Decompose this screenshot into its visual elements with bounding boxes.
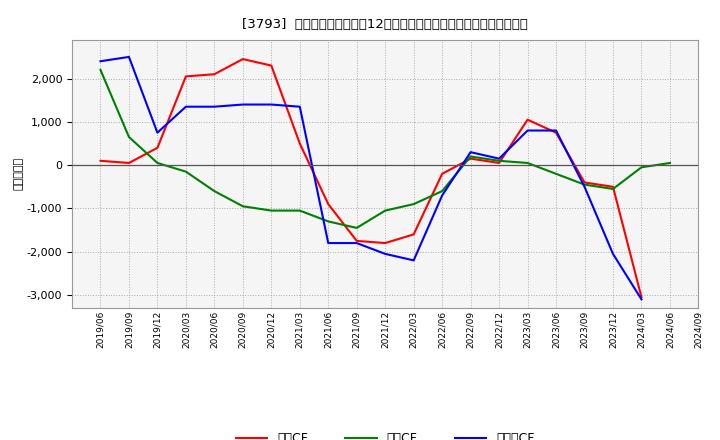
投資CF <box>267 208 276 213</box>
フリーCF <box>381 251 390 257</box>
営業CF <box>523 117 532 122</box>
Line: 投資CF: 投資CF <box>101 70 670 228</box>
フリーCF <box>410 258 418 263</box>
フリーCF <box>352 240 361 246</box>
フリーCF <box>523 128 532 133</box>
投資CF <box>238 204 247 209</box>
営業CF <box>637 294 646 300</box>
投資CF <box>96 67 105 73</box>
フリーCF <box>608 251 617 257</box>
投資CF <box>637 165 646 170</box>
投資CF <box>352 225 361 231</box>
フリーCF <box>495 156 503 161</box>
フリーCF <box>580 184 589 190</box>
投資CF <box>665 160 674 165</box>
Title: [3793]  キャッシュフローの12か月移動合計の対前年同期増減額の推移: [3793] キャッシュフローの12か月移動合計の対前年同期増減額の推移 <box>242 18 528 32</box>
フリーCF <box>467 150 475 155</box>
投資CF <box>552 171 560 176</box>
営業CF <box>238 56 247 62</box>
営業CF <box>96 158 105 163</box>
営業CF <box>125 160 133 165</box>
投資CF <box>324 219 333 224</box>
営業CF <box>153 145 162 150</box>
Y-axis label: （百万円）: （百万円） <box>14 157 24 191</box>
営業CF <box>210 72 219 77</box>
フリーCF <box>438 193 446 198</box>
フリーCF <box>637 297 646 302</box>
投資CF <box>153 160 162 165</box>
フリーCF <box>153 130 162 136</box>
フリーCF <box>125 54 133 59</box>
Line: 営業CF: 営業CF <box>101 59 642 297</box>
営業CF <box>324 202 333 207</box>
Line: フリーCF: フリーCF <box>101 57 642 299</box>
投資CF <box>181 169 190 174</box>
フリーCF <box>238 102 247 107</box>
営業CF <box>352 238 361 244</box>
営業CF <box>495 160 503 165</box>
営業CF <box>381 240 390 246</box>
投資CF <box>523 160 532 165</box>
フリーCF <box>324 240 333 246</box>
営業CF <box>438 171 446 176</box>
投資CF <box>467 154 475 159</box>
営業CF <box>608 184 617 190</box>
投資CF <box>381 208 390 213</box>
Legend: 営業CF, 投資CF, フリーCF: 営業CF, 投資CF, フリーCF <box>231 427 539 440</box>
営業CF <box>295 141 304 146</box>
投資CF <box>608 186 617 191</box>
フリーCF <box>552 128 560 133</box>
営業CF <box>552 130 560 136</box>
フリーCF <box>295 104 304 109</box>
フリーCF <box>96 59 105 64</box>
フリーCF <box>267 102 276 107</box>
投資CF <box>438 188 446 194</box>
投資CF <box>210 188 219 194</box>
フリーCF <box>181 104 190 109</box>
投資CF <box>495 158 503 163</box>
投資CF <box>125 134 133 139</box>
投資CF <box>295 208 304 213</box>
営業CF <box>181 74 190 79</box>
フリーCF <box>210 104 219 109</box>
営業CF <box>267 63 276 68</box>
投資CF <box>580 182 589 187</box>
投資CF <box>410 202 418 207</box>
営業CF <box>467 156 475 161</box>
営業CF <box>580 180 589 185</box>
営業CF <box>410 232 418 237</box>
